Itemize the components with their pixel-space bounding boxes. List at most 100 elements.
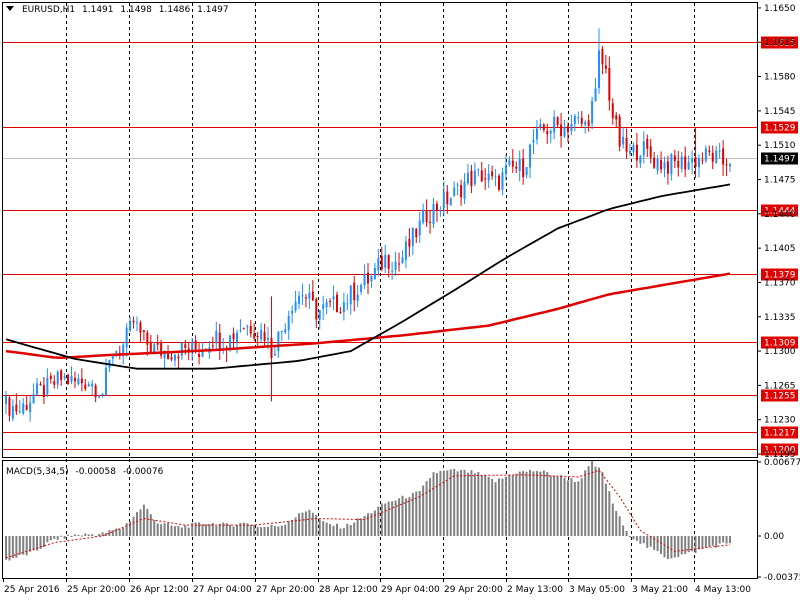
candle-body: [218, 332, 221, 350]
macd-histogram-bar: [36, 536, 39, 551]
candle-body: [649, 146, 652, 158]
candle-body: [425, 209, 428, 223]
macd-histogram-bar: [267, 526, 270, 537]
macd-histogram-bar: [167, 523, 170, 537]
macd-header: MACD(5,34,5) -0.00058 -0.00076: [6, 467, 163, 477]
macd-histogram-bar: [301, 512, 304, 537]
current-price-tag: [761, 152, 798, 165]
candle-body: [480, 170, 483, 182]
candle-body: [349, 285, 352, 305]
candle-body: [529, 144, 532, 168]
macd-histogram-bar: [208, 524, 211, 537]
candle-body: [484, 178, 487, 180]
candle-body: [673, 155, 676, 162]
candle-body: [532, 139, 535, 143]
macd-histogram-bar: [318, 519, 321, 537]
macd-histogram-bar: [687, 536, 690, 553]
macd-histogram-bar: [139, 509, 142, 537]
price-level-label: 1.1217: [764, 429, 796, 439]
candle-body: [287, 316, 290, 331]
candle-body: [542, 124, 545, 130]
candle-body: [587, 120, 590, 127]
high-value: 1.1498: [120, 5, 152, 15]
macd-histogram-bar: [198, 522, 201, 537]
macd-histogram-bar: [484, 475, 487, 537]
candle-body: [367, 272, 369, 284]
candle-body: [160, 341, 163, 356]
macd-histogram-bar: [553, 475, 556, 537]
macd-histogram-bar: [432, 472, 435, 537]
macd-histogram-bar: [529, 469, 532, 537]
candle-body: [663, 162, 666, 169]
macd-histogram-bar: [577, 481, 580, 537]
macd-histogram-bar: [446, 470, 449, 537]
macd-histogram-bar: [332, 525, 335, 537]
candle-body: [639, 156, 642, 164]
candle-body: [29, 402, 32, 413]
macd-histogram-bar: [394, 500, 397, 537]
macd-histogram-bar: [729, 536, 731, 544]
macd-histogram-bar: [22, 536, 25, 555]
candle-body: [635, 144, 638, 161]
macd-histogram-bar: [466, 472, 469, 537]
macd-histogram-bar: [566, 480, 569, 537]
candle-body: [84, 384, 87, 389]
horizontal-levels: 1.16151.15291.14441.13791.13091.12551.12…: [3, 36, 798, 456]
macd-histogram-bar: [98, 533, 101, 537]
candle-body: [270, 337, 273, 358]
macd-histogram-bar: [477, 471, 480, 537]
dropdown-arrow-icon[interactable]: [6, 6, 14, 11]
macd-histogram-bar: [425, 481, 428, 537]
candle-body: [470, 170, 473, 186]
candle-body: [94, 385, 97, 398]
candle-body: [573, 115, 576, 125]
macd-histogram-bar: [635, 536, 638, 541]
candle-body: [549, 130, 552, 134]
candle-body: [422, 209, 425, 223]
macd-histogram-bar: [715, 536, 718, 548]
candle-body: [342, 302, 345, 313]
candle-body: [453, 187, 456, 196]
candle-body: [466, 172, 469, 184]
candle-body: [49, 375, 52, 380]
macd-histogram-bar: [373, 510, 376, 537]
macd-histogram-bar: [194, 522, 197, 537]
price-tick-label: 1.1230: [764, 416, 796, 426]
macd-histogram-bar: [277, 526, 280, 537]
macd-histogram-bar: [453, 468, 456, 537]
macd-histogram-bar: [77, 534, 80, 537]
candle-body: [73, 377, 76, 382]
price-level-label: 1.1615: [764, 39, 796, 49]
candle-body: [363, 273, 366, 286]
macd-histogram-bar: [132, 516, 135, 537]
price-tick-label: 1.1475: [764, 176, 796, 186]
candle-body: [311, 291, 314, 301]
macd-histogram-bar: [5, 536, 7, 560]
price-level-label: 1.1529: [764, 124, 796, 134]
candle-body: [666, 161, 669, 174]
macd-histogram-bar: [401, 495, 404, 537]
candle-body: [718, 150, 721, 152]
candlesticks: [5, 28, 731, 422]
candle-body: [346, 303, 349, 305]
time-tick-label: 26 Apr 12:00: [130, 585, 189, 595]
macd-histogram-bar: [542, 470, 545, 537]
macd-histogram-bar: [242, 522, 245, 537]
candle-body: [167, 353, 170, 359]
macd-histogram-bar: [370, 513, 373, 537]
candle-body: [601, 48, 604, 65]
candle-body: [339, 312, 342, 314]
candle-body: [36, 383, 39, 395]
candle-body: [546, 130, 549, 135]
macd-histogram-bar: [101, 532, 104, 537]
candle-body: [432, 203, 435, 225]
macd-histogram-bar: [294, 517, 297, 537]
candle-body: [115, 351, 118, 354]
macd-histogram-bar: [335, 523, 338, 537]
macd-histogram-bar: [418, 490, 421, 537]
macd-histogram-bar: [125, 523, 128, 537]
macd-histogram-bar: [229, 524, 232, 537]
macd-histogram-bar: [384, 503, 387, 537]
